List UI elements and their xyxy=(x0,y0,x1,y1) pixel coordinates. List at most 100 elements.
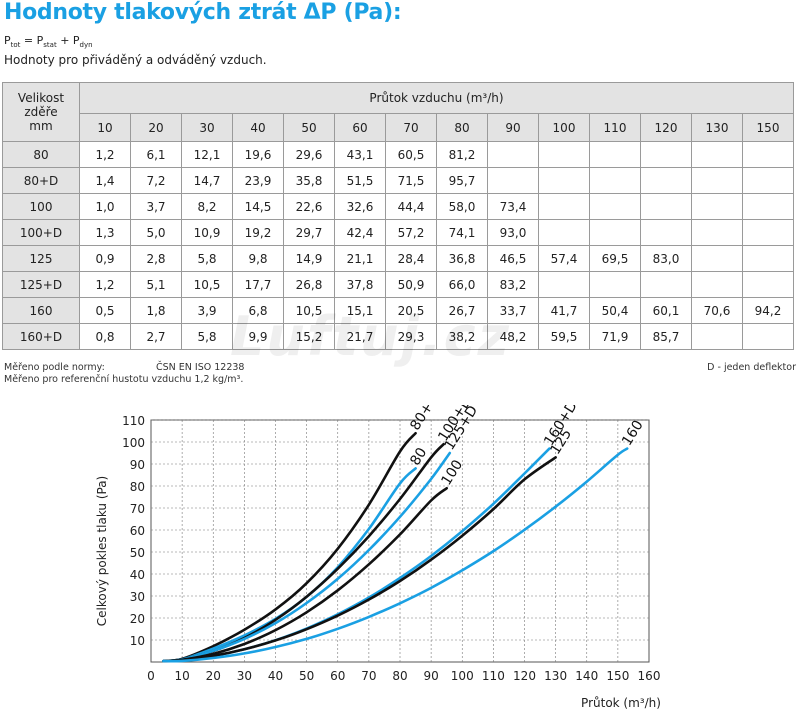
value-cell xyxy=(742,271,794,298)
value-cell: 44,4 xyxy=(385,193,437,220)
value-cell: 95,7 xyxy=(436,167,488,194)
value-cell: 5,8 xyxy=(181,323,233,350)
value-cell xyxy=(742,219,794,246)
value-cell xyxy=(691,219,743,246)
value-cell xyxy=(691,167,743,194)
watermark-logo: Luftuj.cz xyxy=(230,305,512,368)
flow-header: 60 xyxy=(334,113,386,142)
value-cell: 57,2 xyxy=(385,219,437,246)
value-cell xyxy=(691,193,743,220)
size-label: 160 xyxy=(2,297,80,324)
flow-header: 80 xyxy=(436,113,488,142)
corner-line: zděře xyxy=(24,105,58,119)
value-cell xyxy=(640,193,692,220)
value-cell xyxy=(742,323,794,350)
value-cell xyxy=(538,141,590,168)
table-corner-header: Velikost zděře mm xyxy=(2,82,80,142)
value-cell: 71,5 xyxy=(385,167,437,194)
value-cell: 1,8 xyxy=(130,297,182,324)
value-cell: 1,4 xyxy=(79,167,131,194)
value-cell: 33,7 xyxy=(487,297,539,324)
y-tick-label: 80 xyxy=(130,480,145,494)
value-cell xyxy=(640,167,692,194)
series-line xyxy=(162,447,629,663)
value-cell: 26,8 xyxy=(283,271,335,298)
value-cell: 83,2 xyxy=(487,271,539,298)
size-label: 80+D xyxy=(2,167,80,194)
value-cell: 9,8 xyxy=(232,245,284,272)
table-row: 125+D 1,2 5,1 10,5 17,7 26,8 37,8 50,9 66,0 83,2 xyxy=(2,271,794,298)
value-cell: 46,5 xyxy=(487,245,539,272)
value-cell xyxy=(640,271,692,298)
value-cell: 29,6 xyxy=(283,141,335,168)
air-note: Hodnoty pro přiváděný a odváděný vzduch. xyxy=(4,53,267,67)
value-cell: 41,7 xyxy=(538,297,590,324)
x-tick-label: 120 xyxy=(513,669,536,683)
size-label: 160+D xyxy=(2,323,80,350)
x-tick-label: 90 xyxy=(423,669,438,683)
value-cell xyxy=(691,271,743,298)
flow-header: 40 xyxy=(232,113,284,142)
value-cell: 9,9 xyxy=(232,323,284,350)
y-tick-label: 20 xyxy=(130,612,145,626)
value-cell xyxy=(640,141,692,168)
value-cell: 94,2 xyxy=(742,297,794,324)
flow-header: 50 xyxy=(283,113,335,142)
value-cell xyxy=(487,167,539,194)
value-cell: 0,8 xyxy=(79,323,131,350)
value-cell: 8,2 xyxy=(181,193,233,220)
norm-value: ČSN EN ISO 12238 xyxy=(156,362,245,373)
norm-label: Měřeno podle normy: xyxy=(4,362,105,373)
value-cell: 66,0 xyxy=(436,271,488,298)
value-cell xyxy=(742,141,794,168)
table-row: 100+D 1,3 5,0 10,9 19,2 29,7 42,4 57,2 74,1 93,0 xyxy=(2,219,794,246)
value-cell: 12,1 xyxy=(181,141,233,168)
value-cell: 19,6 xyxy=(232,141,284,168)
value-cell: 14,9 xyxy=(283,245,335,272)
flow-title: Průtok vzduchu (m³/h) xyxy=(79,81,794,115)
value-cell: 22,6 xyxy=(283,193,335,220)
value-cell xyxy=(589,193,641,220)
x-tick-label: 20 xyxy=(206,669,221,683)
flow-header: 10 xyxy=(79,113,131,142)
value-cell xyxy=(589,167,641,194)
value-cell: 36,8 xyxy=(436,245,488,272)
y-tick-label: 110 xyxy=(122,414,145,428)
size-label: 80 xyxy=(2,141,80,168)
value-cell: 3,7 xyxy=(130,193,182,220)
size-label: 125+D xyxy=(2,271,80,298)
value-cell: 15,2 xyxy=(283,323,335,350)
x-axis-label: Průtok (m³/h) xyxy=(581,696,661,710)
value-cell: 93,0 xyxy=(487,219,539,246)
value-cell: 1,0 xyxy=(79,193,131,220)
value-cell xyxy=(538,271,590,298)
value-cell: 37,8 xyxy=(334,271,386,298)
value-cell xyxy=(691,245,743,272)
table-row: 100 1,0 3,7 8,2 14,5 22,6 32,6 44,4 58,0 73,4 xyxy=(2,193,794,220)
value-cell: 21,1 xyxy=(334,245,386,272)
x-tick-label: 140 xyxy=(575,669,598,683)
value-cell xyxy=(742,245,794,272)
value-cell: 32,6 xyxy=(334,193,386,220)
value-cell xyxy=(640,219,692,246)
value-cell xyxy=(538,167,590,194)
value-cell: 19,2 xyxy=(232,219,284,246)
x-tick-label: 130 xyxy=(544,669,567,683)
flow-header: 110 xyxy=(589,113,641,142)
value-cell: 2,8 xyxy=(130,245,182,272)
value-cell: 60,5 xyxy=(385,141,437,168)
x-tick-label: 70 xyxy=(361,669,376,683)
pressure-loss-table: Velikost zděře mm Průtok vzduchu (m³/h) 10 20… xyxy=(2,81,794,350)
x-tick-label: 80 xyxy=(392,669,407,683)
y-tick-label: 30 xyxy=(130,590,145,604)
corner-line: Velikost xyxy=(17,91,65,105)
value-cell: 48,2 xyxy=(487,323,539,350)
table-row: 125 0,9 2,8 5,8 9,8 14,9 21,1 28,4 36,8 46,5 57,4 6… xyxy=(2,245,794,272)
value-cell: 1,2 xyxy=(79,271,131,298)
x-tick-label: 0 xyxy=(147,669,155,683)
value-cell: 81,2 xyxy=(436,141,488,168)
value-cell xyxy=(487,141,539,168)
series-label: 80 xyxy=(407,445,430,469)
x-tick-label: 50 xyxy=(299,669,314,683)
y-axis-label: Celkový pokles tlaku (Pa) xyxy=(95,476,109,626)
